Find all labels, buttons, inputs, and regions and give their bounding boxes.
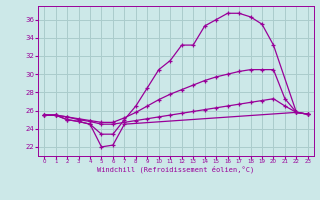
X-axis label: Windchill (Refroidissement éolien,°C): Windchill (Refroidissement éolien,°C): [97, 166, 255, 173]
